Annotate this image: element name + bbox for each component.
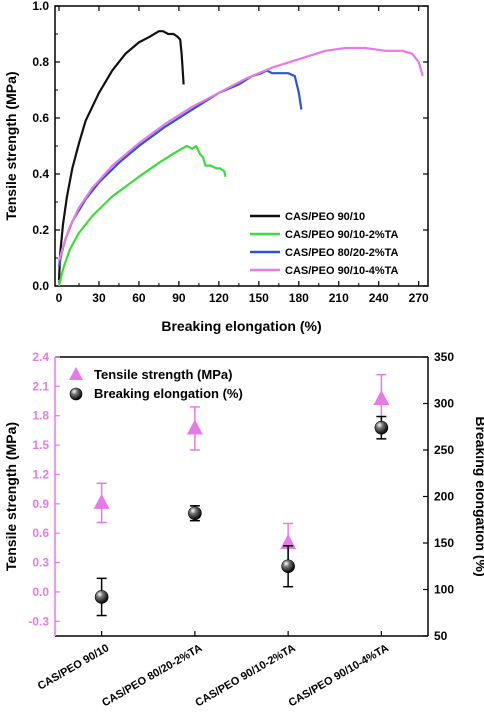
legend-label-elongation: Breaking elongation (%)	[94, 386, 243, 401]
right-tick-label: 300	[434, 397, 454, 411]
left-tick-label: -0.3	[28, 614, 49, 628]
left-tick-label: 2.1	[32, 379, 49, 393]
x-axis-label: Breaking elongation (%)	[161, 318, 321, 334]
x-tick-label: 120	[209, 291, 229, 305]
legend-marker-strength	[69, 367, 83, 380]
category-label: CAS/PEO 90/10-4%TA	[287, 642, 391, 709]
y-tick-label: 0.6	[32, 111, 49, 125]
category-label: CAS/PEO 90/10	[36, 642, 111, 692]
x-tick-label: 30	[92, 291, 106, 305]
strength-point	[373, 390, 390, 406]
right-tick-label: 200	[434, 490, 454, 504]
x-tick-label: 60	[132, 291, 146, 305]
legend-label-1: CAS/PEO 90/10	[285, 211, 365, 223]
category-label: CAS/PEO 90/10-2%TA	[193, 642, 297, 709]
elongation-point	[188, 506, 202, 521]
strength-elongation-chart: -0.3 0.0 0.3 0.6 0.9 1.2 1.5 1.8 2.1 2.4 50 100 150 2…	[3, 350, 484, 709]
series-line-1	[57, 30, 185, 281]
elongation-point	[374, 420, 389, 435]
legend-label-2: CAS/PEO 90/10-2%TA	[285, 229, 399, 241]
x-tick-label: 240	[369, 291, 389, 305]
category-label: CAS/PEO 80/20-2%TA	[100, 642, 204, 709]
strength-point	[93, 493, 110, 509]
x-tick-label: 150	[249, 291, 269, 305]
y-axis-label: Tensile strength (MPa)	[3, 71, 19, 220]
legend-label-strength: Tensile strength (MPa)	[94, 367, 232, 382]
left-axis-label: Tensile strength (MPa)	[3, 422, 19, 571]
x-tick-label: 90	[172, 291, 186, 305]
left-tick-label: 1.2	[32, 467, 49, 481]
right-tick-label: 50	[434, 629, 448, 643]
right-tick-label: 250	[434, 443, 454, 457]
left-tick-label: 1.8	[32, 409, 49, 423]
x-tick-label: 270	[409, 291, 429, 305]
legend-label-4: CAS/PEO 90/10-4%TA	[285, 265, 399, 277]
elongation-point	[94, 590, 109, 604]
right-tick-label: 350	[434, 350, 454, 364]
legend-marker-elongation	[69, 387, 83, 401]
left-tick-label: 0.3	[32, 556, 49, 570]
x-tick-label: 180	[289, 291, 309, 305]
legend-label-3: CAS/PEO 80/20-2%TA	[285, 247, 399, 259]
x-tick-label: 0	[56, 291, 63, 305]
y-tick-label: 0.4	[32, 167, 49, 181]
elongation-point	[281, 559, 295, 574]
y-tick-label: 0.8	[32, 55, 49, 69]
strength-point	[186, 419, 203, 435]
right-tick-label: 100	[434, 583, 454, 597]
y-tick-label: 1.0	[32, 0, 49, 13]
left-tick-label: 0.6	[32, 526, 49, 540]
right-axis-label: Breaking elongation (%)	[473, 416, 484, 576]
series-line-2	[57, 144, 227, 287]
y-tick-label: 0.2	[32, 223, 49, 237]
right-tick-label: 150	[434, 536, 454, 550]
left-tick-label: 0.9	[32, 497, 49, 511]
series-line-4	[57, 46, 424, 262]
y-tick-label: 0.0	[32, 279, 49, 293]
left-tick-label: 2.4	[32, 350, 49, 364]
tensile-curves-chart: 0 30 60 90 120 150 180 210 240 270 0.0 0.2 0.4 0.6 0.8…	[3, 0, 429, 334]
left-tick-label: 1.5	[32, 438, 49, 452]
x-tick-label: 210	[329, 291, 349, 305]
left-tick-label: 0.0	[32, 585, 49, 599]
